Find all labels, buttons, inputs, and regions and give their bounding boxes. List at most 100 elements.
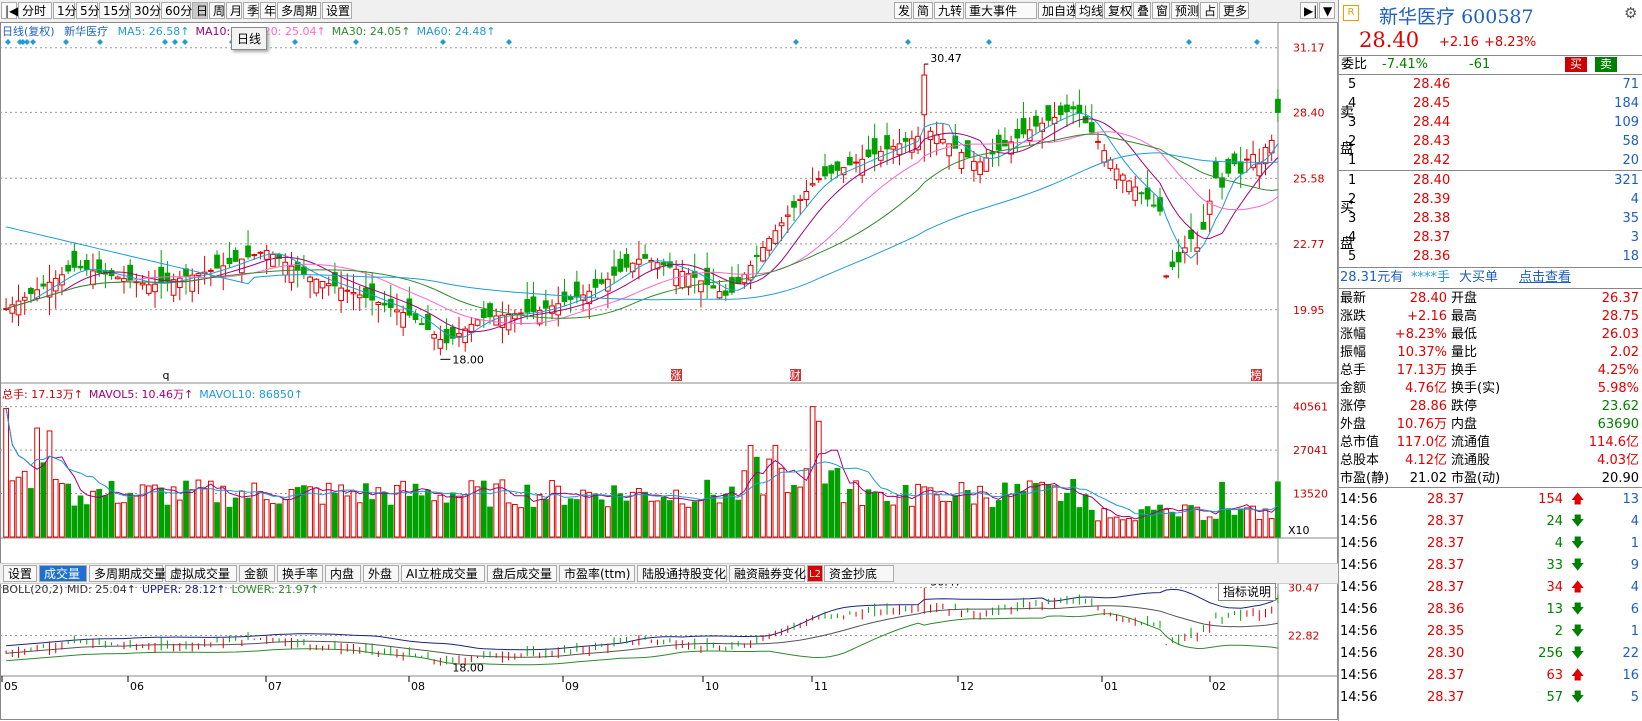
bid-row[interactable]: 2 28.39 4 xyxy=(1339,191,1642,209)
volume-bar xyxy=(1157,504,1163,538)
kline-chart-area[interactable]: 31.17 28.40 25.58 22.77 19.95 30.47 18.00 q 涨 财 榜 4… xyxy=(0,22,1338,721)
candle-body xyxy=(1144,187,1151,200)
tool-button-11[interactable]: 更多 xyxy=(1219,2,1249,19)
ask-row[interactable]: 1 28.42 20 xyxy=(1339,152,1642,170)
period-button-7[interactable]: 周 xyxy=(209,2,225,19)
period-button-10[interactable]: 年 xyxy=(260,2,276,19)
volume-bar xyxy=(257,491,264,538)
period-button-8[interactable]: 月 xyxy=(226,2,242,19)
ask-row[interactable]: 5 28.46 71 xyxy=(1339,76,1642,94)
period-button-0[interactable]: 分时 xyxy=(18,2,52,19)
indicator-help-button[interactable]: 指标说明 xyxy=(1218,583,1277,601)
tool-button-2[interactable]: 九转 xyxy=(934,2,964,19)
tool-button-4[interactable]: 加自选 xyxy=(1038,2,1078,19)
period-button-1[interactable]: 1分 xyxy=(53,2,77,19)
bid-row[interactable]: 3 28.38 35 xyxy=(1339,210,1642,228)
indicator-tab-8[interactable]: AI立桩成交量 xyxy=(401,565,485,582)
event-diamond-icon xyxy=(1186,39,1192,45)
volume-bar xyxy=(263,499,270,538)
indicator-tab-1[interactable]: 成交量 xyxy=(39,565,87,582)
indicator-tab-7[interactable]: 外盘 xyxy=(363,565,399,582)
stat-label: 总市值 xyxy=(1340,435,1380,450)
stat-label: 市盈(动) xyxy=(1451,471,1501,486)
candle-body xyxy=(555,303,562,316)
buy-button[interactable]: 买 xyxy=(1565,57,1587,72)
ma-legend-1: MA10: 2 xyxy=(195,25,241,38)
ask-price: 28.44 xyxy=(1413,115,1451,130)
indicator-tab-0[interactable]: 设置 xyxy=(3,565,37,582)
indicator-tab-10[interactable]: 市盈率(ttm) xyxy=(559,565,635,582)
candle-body xyxy=(797,198,804,202)
tick-price: 28.37 xyxy=(1427,580,1465,595)
stat-value: 4.25% xyxy=(1597,363,1639,378)
period-button-5[interactable]: 60分 xyxy=(161,2,192,19)
indicator-tab-5[interactable]: 换手率 xyxy=(277,565,323,582)
last-page-icon[interactable]: ▶| xyxy=(1300,2,1318,19)
ask-row[interactable]: 3 28.44 109 xyxy=(1339,114,1642,132)
bid-row[interactable]: 1 28.40 321 xyxy=(1339,172,1642,190)
volume-bar xyxy=(791,485,797,538)
candle-body xyxy=(480,309,487,319)
indicator-tab-4[interactable]: 金额 xyxy=(239,565,275,582)
ask-row[interactable]: 2 28.43 58 xyxy=(1339,133,1642,151)
indicator-tab-6[interactable]: 内盘 xyxy=(325,565,361,582)
tool-button-1[interactable]: 简 xyxy=(913,2,933,19)
indicator-tab-11[interactable]: 陆股通持股变化 xyxy=(637,565,727,582)
period-button-11[interactable]: 多周期 xyxy=(277,2,321,19)
event-diamond-icon xyxy=(162,39,168,45)
period-button-3[interactable]: 15分 xyxy=(99,2,130,19)
volume-bar xyxy=(772,444,779,538)
candle-body xyxy=(77,265,84,269)
bid-row[interactable]: 4 28.37 3 xyxy=(1339,229,1642,247)
tool-button-7[interactable]: 叠 xyxy=(1133,2,1151,19)
candle-body xyxy=(431,334,438,339)
volume-bar xyxy=(853,480,859,538)
period-button-2[interactable]: 5分 xyxy=(76,2,100,19)
candle-body xyxy=(803,191,810,201)
boll-legend-2: LOWER: 21.97↑ xyxy=(231,583,319,596)
volume-bar xyxy=(555,485,562,538)
candle-body xyxy=(784,214,791,217)
candle-body xyxy=(598,279,605,284)
candle-body xyxy=(1237,161,1244,174)
bid-price: 28.36 xyxy=(1413,249,1451,264)
volume-bar xyxy=(394,485,400,538)
indicator-tab-12[interactable]: 融资融券变化 xyxy=(729,565,806,582)
tool-button-8[interactable]: 窗 xyxy=(1152,2,1170,19)
ask-level: 1 xyxy=(1348,153,1357,168)
period-button-6[interactable]: 日 xyxy=(192,2,208,19)
indicator-tab-9[interactable]: 盘后成交量 xyxy=(487,565,557,582)
stat-row: 市盈(静) 21.02 市盈(动) 20.90 xyxy=(1339,470,1642,488)
first-page-icon[interactable]: |◀ xyxy=(1,2,18,19)
tool-button-0[interactable]: 发 xyxy=(894,2,912,19)
ask-row[interactable]: 4 28.45 184 xyxy=(1339,95,1642,113)
indicator-tab-3[interactable]: 虚拟成交量 xyxy=(165,565,237,582)
menu-down-icon[interactable]: ▼ xyxy=(1319,2,1335,19)
volume-bar xyxy=(462,493,469,538)
promo-link[interactable]: 点击查看 xyxy=(1519,270,1572,285)
indicator-tab-2[interactable]: 多周期成交量 xyxy=(89,565,166,582)
tool-button-5[interactable]: 均线 xyxy=(1075,2,1103,19)
indicator-tab-13[interactable]: 资金抄底 xyxy=(824,565,894,582)
sell-button[interactable]: 卖 xyxy=(1595,57,1617,72)
stat-value: 26.37 xyxy=(1601,291,1639,306)
candles-group xyxy=(3,64,1281,356)
period-button-12[interactable]: 设置 xyxy=(322,2,352,19)
tool-button-9[interactable]: 预测 xyxy=(1171,2,1199,19)
candle-body xyxy=(319,280,326,289)
tool-button-10[interactable]: 占 xyxy=(1200,2,1218,19)
tool-button-6[interactable]: 复权 xyxy=(1104,2,1132,19)
period-button-9[interactable]: 季 xyxy=(243,2,259,19)
candle-body xyxy=(1008,141,1014,155)
period-button-4[interactable]: 30分 xyxy=(130,2,161,19)
webi-pct: -7.41% xyxy=(1382,57,1428,72)
gear-icon[interactable]: ⚙ xyxy=(1624,4,1638,22)
candle-body xyxy=(325,283,332,287)
bid-row[interactable]: 5 28.36 18 xyxy=(1339,248,1642,266)
stat-label: 涨停 xyxy=(1340,399,1367,414)
volume-bar xyxy=(9,480,16,538)
tool-button-3[interactable]: 重大事件 xyxy=(965,2,1037,19)
volume-bar xyxy=(1095,520,1101,538)
tick-volume: 33 xyxy=(1546,558,1563,573)
big-order-promo[interactable]: 28.31元有 ****手 大买单 点击查看 xyxy=(1339,269,1642,287)
